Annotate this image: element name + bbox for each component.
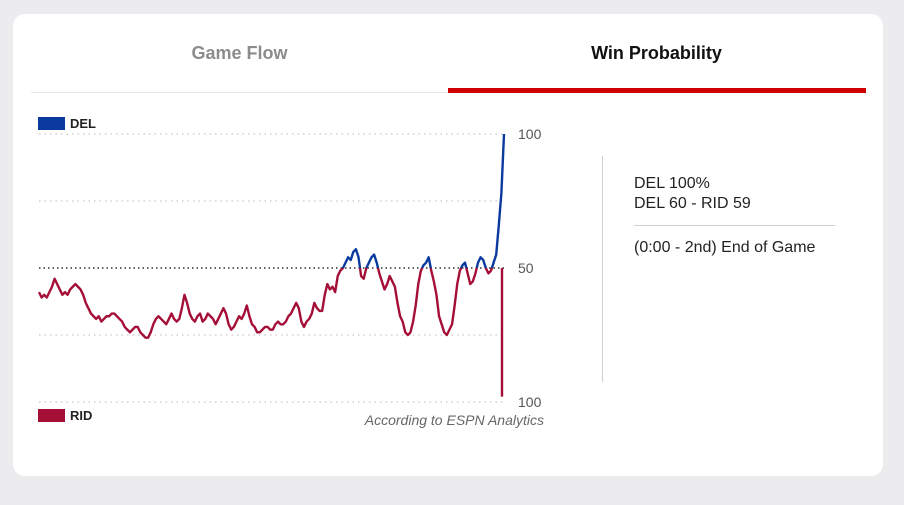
side-divider [602,156,603,382]
rid-advantage-line [37,268,494,339]
info-divider [634,225,835,226]
chart-y-ticks: 100 50 100 [518,126,542,410]
legend-rid-label: RID [70,408,93,423]
legend-rid-swatch [38,409,65,422]
active-tab-underline [448,88,866,93]
legend-rid: RID [38,408,92,423]
del-advantage-line [341,133,506,268]
source-note: According to ESPN Analytics [364,412,544,428]
legend-del-swatch [38,117,65,130]
tab-win-probability-label: Win Probability [591,42,722,63]
chart-lines [37,133,506,397]
win-probability-chart: 100 50 100 [37,126,542,410]
y-tick-label: 100 [518,126,542,142]
win-probability-text: DEL 100% [634,175,710,192]
win-probability-card: Game Flow Win Probability DEL RID 100 50 1… [13,14,883,476]
tab-game-flow[interactable]: Game Flow [191,42,288,63]
y-tick-label: 100 [518,394,542,410]
legend-del: DEL [38,116,96,131]
chart-grid [39,133,504,403]
y-tick-label: 50 [518,260,534,276]
game-info-panel: DEL 100% DEL 60 - RID 59 (0:00 - 2nd) En… [634,174,835,258]
legend-del-label: DEL [70,116,96,131]
game-status-text: (0:00 - 2nd) End of Game [634,239,816,256]
score-text: DEL 60 - RID 59 [634,195,751,212]
tab-bar: Game Flow Win Probability [31,14,866,93]
tab-win-probability[interactable]: Win Probability [448,14,866,93]
